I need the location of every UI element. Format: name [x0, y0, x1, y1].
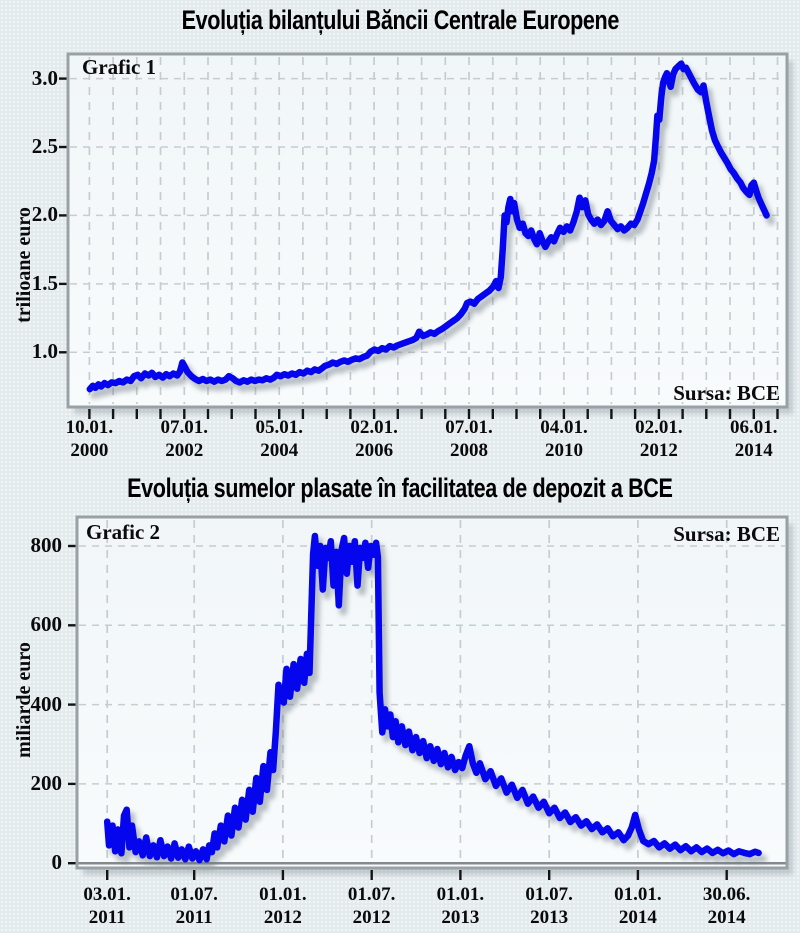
chart2: Grafic 2 Sursa: BCE miliarde euro 800 600…: [0, 505, 800, 933]
series-line-shadow: [90, 65, 776, 400]
series-line: [103, 532, 762, 864]
plot-frame: [66, 52, 789, 409]
axis-ticks: [59, 77, 779, 419]
chart1-plot-svg: [59, 52, 793, 419]
plot-frame: [75, 515, 789, 870]
plot-area: [77, 517, 787, 868]
plot-area: [68, 54, 787, 407]
grid-lines: [70, 57, 785, 404]
series-line: [86, 60, 770, 393]
chart1: Grafic 1 Sursa: BCE trilioane euro 3.0 2.…: [0, 40, 800, 464]
chart1-title-text: Evoluția bilanțului Băncii Centrale Euro…: [181, 5, 619, 35]
axis-ticks: [68, 544, 728, 880]
chart2-title-text: Evoluția sumelor plasate în facilitatea …: [127, 473, 673, 503]
chart2-title: Evoluția sumelor plasate în facilitatea …: [0, 473, 800, 503]
chart1-title: Evoluția bilanțului Băncii Centrale Euro…: [0, 5, 800, 35]
chart2-plot-svg: [68, 515, 793, 880]
grid-lines: [79, 520, 785, 865]
